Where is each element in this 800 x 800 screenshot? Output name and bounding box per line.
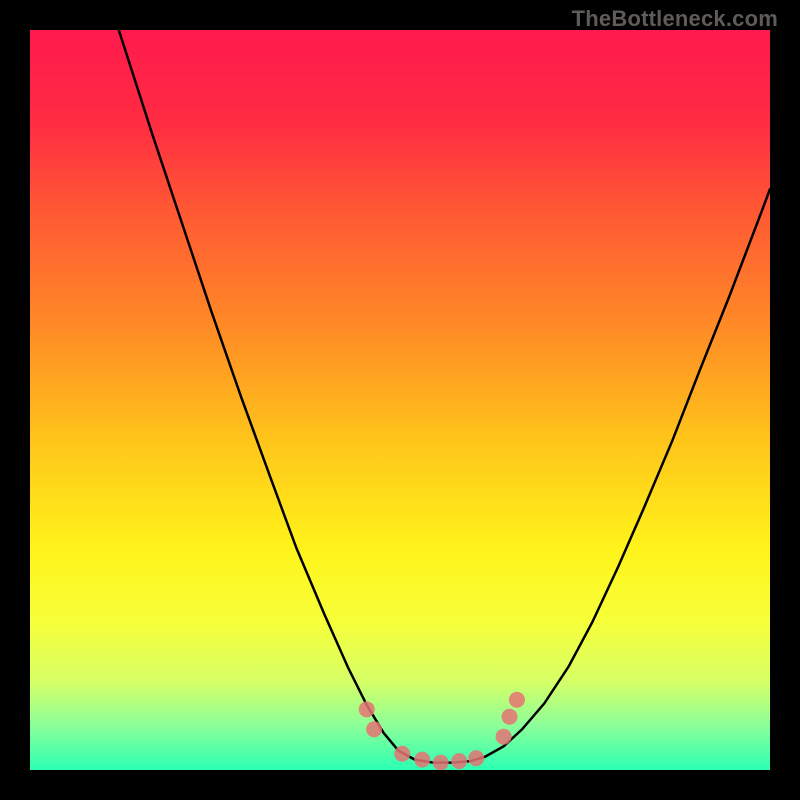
plot-background — [30, 30, 770, 770]
data-marker — [394, 746, 410, 762]
data-marker — [366, 721, 382, 737]
data-marker — [509, 692, 525, 708]
data-marker — [414, 752, 430, 768]
data-marker — [502, 709, 518, 725]
data-marker — [496, 729, 512, 745]
watermark-text: TheBottleneck.com — [572, 6, 778, 32]
data-marker — [451, 753, 467, 769]
data-marker — [433, 755, 449, 771]
bottleneck-chart — [0, 0, 800, 800]
data-marker — [468, 750, 484, 766]
chart-frame: TheBottleneck.com — [0, 0, 800, 800]
data-marker — [359, 701, 375, 717]
